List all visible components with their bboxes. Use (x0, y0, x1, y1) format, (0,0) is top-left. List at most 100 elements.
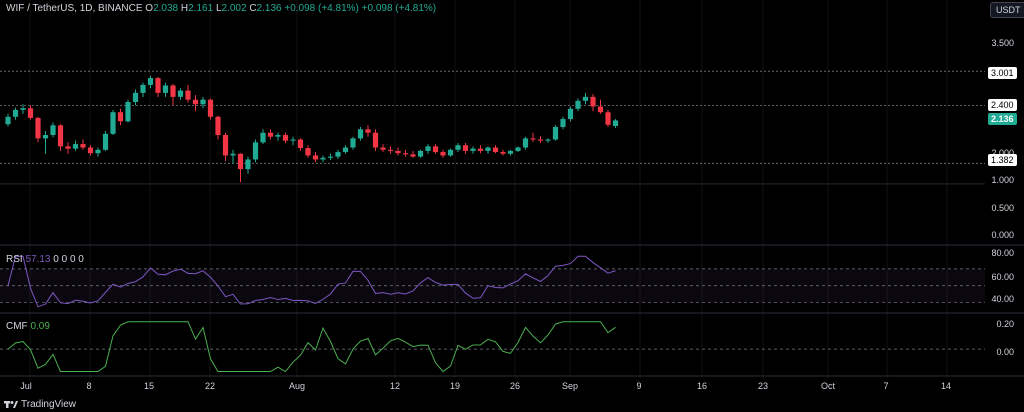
candle-body (507, 150, 514, 154)
candle-body (117, 112, 124, 122)
candle-body (222, 134, 229, 156)
candle (410, 150, 416, 158)
candle-body (447, 149, 454, 156)
candlestick-series (5, 75, 619, 183)
cmf-axis-label: 0.00 (996, 347, 1014, 357)
candle (200, 96, 206, 109)
candle (477, 145, 484, 154)
cmf-legend: CMF 0.09 (6, 321, 50, 332)
candle-body (410, 154, 416, 157)
low-value: 2.002 (221, 3, 247, 14)
candle-body (237, 153, 244, 170)
candle-body (87, 147, 94, 154)
candle-body (162, 85, 169, 93)
candle-body (65, 146, 71, 149)
time-label: 19 (449, 381, 460, 391)
candle-body (177, 90, 184, 97)
candle-body (147, 78, 154, 85)
candle (590, 94, 596, 112)
candle-body (522, 138, 529, 148)
tradingview-brand[interactable]: TradingView (4, 399, 76, 410)
candle-body (312, 155, 319, 160)
candle (530, 132, 536, 142)
candle (177, 88, 184, 100)
candle-body (597, 106, 604, 113)
candle (560, 116, 566, 130)
close-value: 2.136 (256, 3, 282, 14)
price-label: 2.000 (991, 148, 1014, 158)
candle-body (20, 108, 26, 110)
candle (87, 145, 94, 156)
candle (125, 99, 131, 123)
candle (215, 115, 221, 140)
candle-body (372, 132, 379, 148)
candle-body (95, 149, 101, 154)
candle (72, 140, 79, 151)
time-label: 15 (143, 381, 154, 391)
candle (372, 129, 379, 151)
candle-body (492, 147, 499, 153)
candle-body (357, 129, 364, 139)
candle (425, 144, 431, 154)
time-label: Oct (820, 381, 835, 391)
candle-body (537, 139, 544, 141)
candle-body (155, 78, 161, 93)
candle-body (342, 147, 349, 153)
candle (12, 107, 19, 120)
currency-button[interactable]: USDT (990, 2, 1024, 18)
candle-body (575, 100, 581, 109)
candle-body (327, 156, 334, 158)
candle (417, 149, 424, 158)
candle-body (440, 152, 446, 156)
change-value: +0.098 (+4.81%) (284, 3, 359, 14)
candle-body (290, 139, 296, 141)
rsi-pane (0, 255, 985, 308)
change-value-2: +0.098 (+4.81%) (361, 3, 437, 14)
rsi-axis-label: 40.00 (991, 294, 1014, 304)
candle-body (230, 153, 236, 156)
candle (402, 149, 409, 157)
time-label: 9 (636, 381, 642, 391)
candle (387, 146, 394, 154)
candle (140, 82, 146, 97)
candle-body (80, 144, 86, 148)
close-label: C (249, 3, 257, 14)
time-label: 7 (883, 381, 889, 391)
candle (327, 153, 334, 161)
cmf-pane (0, 321, 985, 373)
candle (305, 145, 311, 158)
candle-body (485, 147, 491, 151)
candle-body (267, 132, 274, 137)
candle-body (305, 148, 311, 156)
candle (455, 142, 461, 153)
candle-body (140, 84, 146, 93)
time-label: 16 (696, 381, 707, 391)
candle-body (27, 108, 34, 118)
time-label: 22 (204, 381, 215, 391)
candle (552, 125, 559, 141)
level-tag-1382: 1.382 (988, 154, 1017, 166)
candle (342, 145, 349, 154)
candle-body (215, 116, 221, 135)
candle-body (432, 146, 439, 153)
candle (357, 127, 364, 141)
price-label: 0.500 (991, 203, 1014, 213)
candle-body (282, 134, 289, 141)
candle (252, 139, 259, 163)
high-label: H (180, 3, 189, 14)
candle (440, 149, 446, 158)
candle (5, 113, 11, 127)
candle-body (110, 112, 116, 134)
candle-body (335, 152, 341, 157)
cmf-axis-label: 0.20 (996, 319, 1014, 329)
candle-body (125, 101, 131, 122)
candle (35, 116, 41, 143)
candle-body (417, 150, 424, 157)
candle (335, 149, 341, 159)
candle-body (462, 145, 469, 151)
price-label: 0.000 (991, 230, 1014, 240)
candle-body (132, 92, 139, 102)
candle (192, 95, 199, 112)
symbol-name: WIF / TetherUS, 1D, BINANCE (6, 3, 143, 14)
